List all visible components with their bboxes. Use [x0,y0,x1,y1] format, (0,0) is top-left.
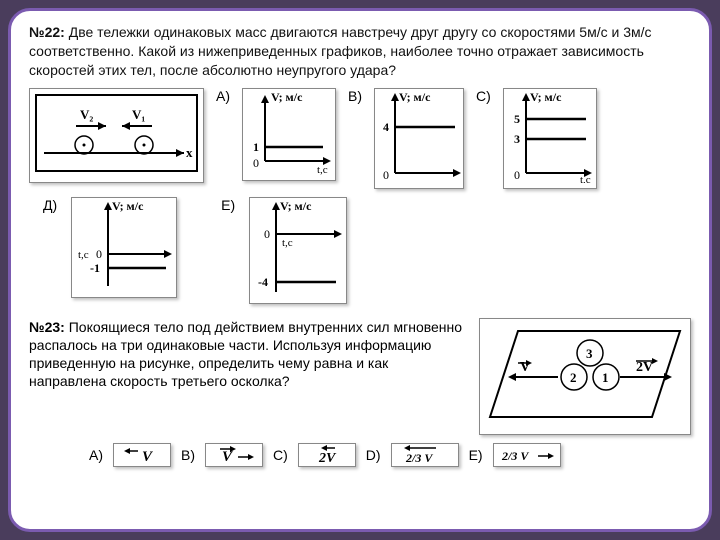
q22-graphB: V; м/с 0 4 [374,88,464,189]
q23-answers: А) V В) V С) 2V D) 2/3 V Е) 2/3 V [29,443,691,467]
svg-text:V₂: V₂ [80,107,93,122]
svg-text:-4: -4 [258,275,268,289]
svg-text:t,с: t,с [317,164,328,175]
svg-text:t,с: t,с [282,237,293,249]
svg-text:5: 5 [514,112,520,126]
svg-text:V; м/с: V; м/с [112,199,144,213]
q22-row1: x V₂ V₁ А) V; м/с [29,88,691,189]
svg-text:V; м/с: V; м/с [399,90,431,104]
svg-text:0: 0 [264,227,270,241]
q22-row2: Д) V; м/с t,с 0 -1 Е) V; м/с t [29,197,691,304]
q23-optD-label: D) [366,447,381,463]
svg-text:0: 0 [96,247,102,261]
svg-text:0: 0 [383,168,389,182]
q23-body: Покоящиеся тело под действием внутренних… [29,319,462,390]
q23-row: №23: Покоящиеся тело под действием внутр… [29,318,691,435]
svg-text:2/3 V: 2/3 V [405,451,433,465]
q23-ansE: 2/3 V [493,443,561,467]
svg-text:t,с: t,с [78,249,89,261]
q22-graphD: V; м/с t,с 0 -1 [71,197,177,298]
q23-ansD: 2/3 V [391,443,459,467]
svg-text:t,с: t,с [580,174,591,183]
svg-text:V; м/с: V; м/с [280,199,312,213]
svg-text:4: 4 [383,120,389,134]
svg-text:2V: 2V [318,451,337,466]
q23-optC-label: С) [273,447,288,463]
q22-label: №22: [29,24,65,40]
q22-optE-label: Е) [221,197,235,213]
svg-text:3: 3 [586,346,593,361]
q22-graphE: V; м/с t,с 0 -4 [249,197,347,304]
q23-text: №23: Покоящиеся тело под действием внутр… [29,318,467,391]
q22-text: №22: Две тележки одинаковых масс двигают… [29,23,691,80]
q22-optA-label: А) [216,88,230,104]
svg-text:2/3 V: 2/3 V [501,449,529,463]
q22-optB-label: В) [348,88,362,104]
slide-card: №22: Две тележки одинаковых масс двигают… [8,8,712,532]
q23-label: №23: [29,319,65,335]
svg-text:1: 1 [602,370,609,385]
q23-ansC: 2V [298,443,356,467]
q23-ansB: V [205,443,263,467]
svg-text:x: x [186,145,193,160]
q22-diagram: x V₂ V₁ [29,88,204,183]
svg-text:1: 1 [253,140,259,154]
svg-text:2V: 2V [636,360,653,375]
q22-graphC: V; м/с t,с 0 5 3 [503,88,597,189]
q23-ansA: V [113,443,171,467]
svg-text:3: 3 [514,132,520,146]
svg-text:0: 0 [253,156,259,170]
svg-text:V; м/с: V; м/с [530,90,562,104]
svg-text:-1: -1 [90,261,100,275]
svg-text:0: 0 [514,168,520,182]
q22-optD-label: Д) [43,197,57,213]
svg-text:V: V [142,449,154,465]
q22-body: Две тележки одинаковых масс двигаются на… [29,24,652,78]
q22-optC-label: С) [476,88,491,104]
q23-diagram: 3 2 1 V 2V [479,318,691,435]
q22-graphA: V; м/с t,с 0 1 [242,88,336,181]
q23-optA-label: А) [89,447,103,463]
svg-text:V; м/с: V; м/с [271,90,303,104]
svg-text:2: 2 [570,370,577,385]
svg-text:V₁: V₁ [132,107,145,122]
q23-optB-label: В) [181,447,195,463]
svg-text:V: V [222,449,234,465]
q23-optE-label: Е) [469,447,483,463]
